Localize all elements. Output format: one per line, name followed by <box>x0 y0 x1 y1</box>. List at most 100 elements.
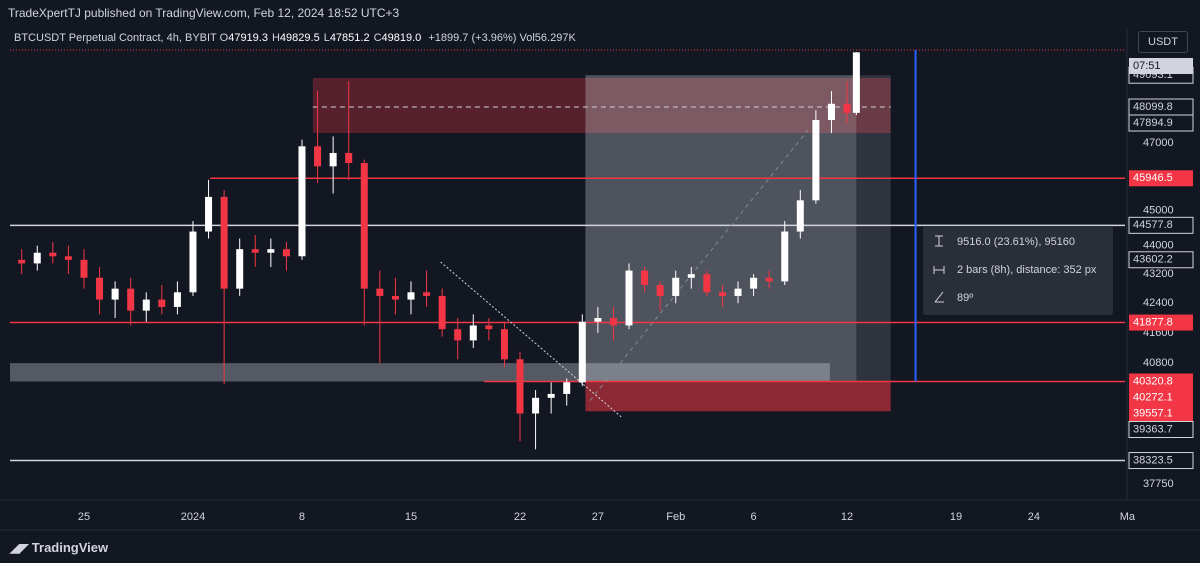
price-tag-label: 38323.5 <box>1133 454 1173 466</box>
zone <box>856 75 891 382</box>
candle-body <box>267 249 275 253</box>
symbol: BTCUSDT Perpetual Contract, 4h, BYBIT <box>14 32 217 44</box>
price-tag <box>1129 314 1193 331</box>
price-tag-label: 40272.1 <box>1133 391 1173 403</box>
price-tag <box>1128 114 1194 132</box>
candle-body <box>142 299 150 311</box>
candle-body <box>485 325 493 330</box>
price-tag-label: 41877.8 <box>1133 316 1173 328</box>
price-tag-label: 40320.8 <box>1133 375 1173 387</box>
candle-body <box>656 285 664 296</box>
candle-body <box>594 318 602 322</box>
candle-body <box>625 270 633 326</box>
candle-body <box>345 152 353 163</box>
measure-price: 9516.0 (23.61%), 95160 <box>957 236 1076 248</box>
legend-key: L <box>323 32 330 44</box>
y-tick-label: 40800 <box>1143 357 1174 369</box>
candle-body <box>49 252 57 257</box>
price-tag <box>1129 373 1193 390</box>
candle-body <box>827 103 835 121</box>
legend-value: 47919.3 <box>228 32 268 44</box>
candle-body <box>734 288 742 296</box>
candle-body <box>33 252 41 264</box>
price-tag <box>1129 170 1193 187</box>
trend-line <box>440 261 624 419</box>
icon <box>933 266 945 274</box>
y-tick-label: 44000 <box>1143 240 1174 252</box>
candle-body <box>80 259 88 278</box>
price-tag-label: 39363.7 <box>1133 423 1173 435</box>
candle-body <box>205 196 213 232</box>
measure-bars: 2 bars (8h), distance: 352 px <box>957 264 1097 276</box>
symbol-legend: BTCUSDT Perpetual Contract, 4h, BYBIT O4… <box>14 32 576 44</box>
x-tick-label: 15 <box>405 511 417 523</box>
candle-body <box>563 382 571 394</box>
candle-body <box>641 270 649 286</box>
candle-body <box>64 256 72 260</box>
price-tag <box>1128 251 1194 269</box>
y-tick-label: 42400 <box>1143 297 1174 309</box>
footer-text: TradingView <box>31 540 109 555</box>
currency[interactable]: USDT <box>1138 31 1188 53</box>
candle-body <box>438 295 446 330</box>
price-tag-label: 43602.2 <box>1133 254 1173 266</box>
candle-body <box>500 329 508 360</box>
candle-body <box>578 321 586 383</box>
price-tag-label: 39557.1 <box>1133 407 1173 419</box>
candle-body <box>750 277 758 289</box>
candle-body <box>127 288 135 311</box>
zone <box>312 78 891 134</box>
x-tick-label: 6 <box>751 511 757 523</box>
legend-key: O <box>219 32 229 44</box>
candle-body <box>111 288 119 300</box>
y-tick-label: 47000 <box>1143 137 1174 149</box>
candle-body <box>298 146 306 257</box>
volume: 56.297K <box>534 32 576 44</box>
price-tag-label: 48099.8 <box>1133 101 1173 113</box>
measure-popup: 9516.0 (23.61%), 95160 2 bars (8h), dist… <box>923 226 1113 315</box>
price-tag-label: 44577.8 <box>1133 219 1173 231</box>
price-tag <box>1128 216 1194 234</box>
y-tick-label: 43200 <box>1143 268 1174 280</box>
candle-body <box>516 359 524 414</box>
x-tick-label: 24 <box>1028 511 1040 523</box>
candle-body <box>812 120 820 201</box>
candle-body <box>852 52 860 113</box>
candle-body <box>220 196 228 289</box>
icon <box>935 235 943 247</box>
legend-value: 49829.5 <box>279 32 320 44</box>
legend-value: 47851.2 <box>329 32 370 44</box>
legend-key: C <box>373 32 382 44</box>
price-tag <box>1129 389 1193 406</box>
price-tag <box>1129 405 1193 422</box>
ohlc-legend: O47919.3 H49829.5 L47851.2 C49819.0 <box>220 32 426 44</box>
candle-body <box>547 393 555 398</box>
candle-body <box>329 152 337 167</box>
x-tick-label: Ma <box>1120 511 1136 523</box>
x-tick-label: 22 <box>514 511 526 523</box>
publisher: TradeXpertTJ published on TradingView.co… <box>8 6 400 20</box>
candle-body <box>251 249 259 253</box>
plot-area <box>10 50 1125 462</box>
x-tick-label: Feb <box>666 511 685 523</box>
candle-body <box>236 249 244 289</box>
candle-body <box>843 103 851 113</box>
x-tick-label: 25 <box>78 511 90 523</box>
candle-body <box>781 231 789 282</box>
candle-body <box>189 231 197 293</box>
candle-body <box>314 146 322 167</box>
price-tag <box>1128 420 1194 438</box>
candle-body <box>765 277 773 282</box>
legend-key: H <box>271 32 280 44</box>
candle-body <box>407 292 415 300</box>
measure-angle: 89º <box>957 292 974 304</box>
candle-body <box>687 274 695 278</box>
y-tick-label: 37750 <box>1143 478 1174 490</box>
candle-body <box>532 397 540 414</box>
candle-body <box>469 325 477 341</box>
trend-line <box>589 129 809 401</box>
icon <box>934 291 944 303</box>
candle-body <box>391 295 399 300</box>
